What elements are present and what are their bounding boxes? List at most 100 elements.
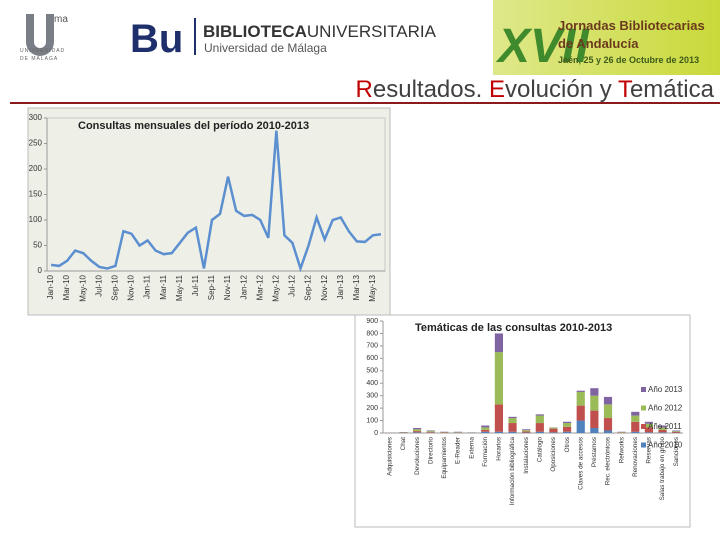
x-tick-label: Claves de accesos: [577, 437, 584, 490]
bu-logo: Bu: [130, 17, 183, 61]
bar-segment: [604, 431, 612, 433]
y-tick-label: 100: [29, 215, 43, 224]
bar-segment: [481, 432, 489, 433]
bar-segment: [631, 432, 639, 433]
bar-segment: [672, 431, 680, 432]
x-tick-label: Equipamientos: [441, 437, 448, 479]
bar-segment: [577, 391, 585, 392]
bar-segment: [495, 404, 503, 431]
legend-label: Año 2013: [648, 385, 683, 394]
bar-segment: [508, 417, 516, 418]
x-tick-label: Adquisiciones: [386, 437, 393, 476]
bar-segment: [427, 431, 435, 432]
x-tick-label: May-11: [175, 274, 184, 301]
x-tick-label: Directorio: [427, 437, 434, 464]
logo-university: DE MÁLAGA: [20, 55, 58, 62]
y-tick-label: 300: [366, 393, 378, 400]
y-tick-label: 600: [366, 355, 378, 362]
title-text: emática: [630, 76, 715, 103]
bar-segment: [427, 432, 435, 433]
bar-segment: [590, 396, 598, 411]
x-tick-label: Formación: [482, 437, 489, 467]
bar-segment: [536, 414, 544, 415]
logo-university: UNIVERSIDAD: [20, 48, 65, 54]
bar-segment: [604, 397, 612, 404]
y-tick-label: 800: [366, 330, 378, 337]
x-tick-label: Jan-12: [239, 274, 248, 299]
x-tick-label: Información bibliográfica: [509, 437, 516, 506]
x-tick-label: Rec. electrónicos: [605, 437, 612, 485]
event-title: Jornadas Bibliotecarias: [558, 18, 705, 33]
chart-title: Temáticas de las consultas 2010-2013: [415, 322, 612, 334]
bar-segment: [549, 428, 557, 429]
x-tick-label: Jan-11: [143, 274, 152, 298]
legend-swatch: [641, 424, 646, 429]
bar-segment: [672, 432, 680, 433]
library-light: UNIVERSITARIA: [307, 22, 437, 41]
x-tick-label: Nov-12: [320, 274, 329, 300]
title-initial: E: [489, 76, 505, 103]
x-tick-label: May-10: [78, 274, 87, 301]
bar-segment: [522, 431, 530, 432]
bar-segment: [645, 432, 653, 433]
legend-label: Año 2012: [648, 404, 683, 413]
x-tick-label: Catálogo: [536, 437, 543, 463]
bar-segment: [495, 333, 503, 352]
bar-segment: [631, 412, 639, 416]
legend-swatch: [641, 387, 646, 392]
y-tick-label: 100: [366, 417, 378, 424]
title-initial: R: [356, 76, 373, 103]
bar-segment: [577, 421, 585, 433]
y-tick-label: 50: [33, 241, 42, 250]
bar-segment: [549, 429, 557, 433]
bar-segment: [577, 406, 585, 421]
plot-area: [47, 118, 385, 271]
x-tick-label: Jan-13: [336, 274, 345, 299]
event-date: Jaén, 25 y 26 de Octubre de 2013: [558, 55, 699, 65]
x-tick-label: Jul-10: [94, 274, 103, 296]
bar-segment: [508, 418, 516, 423]
x-tick-label: Oposiciones: [550, 437, 557, 472]
library-bold: BIBLIOTECA: [203, 22, 307, 41]
legend-label: Año 2010: [648, 441, 683, 450]
bar-segment: [522, 429, 530, 430]
x-tick-label: Jan-10: [46, 274, 55, 299]
x-tick-label: Horarios: [496, 437, 503, 461]
bar-segment: [658, 432, 666, 433]
bar-segment: [563, 427, 571, 432]
bar-segment: [563, 432, 571, 433]
bar-segment: [413, 429, 421, 431]
x-tick-label: May-12: [271, 274, 280, 301]
legend-swatch: [641, 443, 646, 448]
y-tick-label: 150: [29, 190, 43, 199]
library-subtitle: Universidad de Málaga: [204, 41, 327, 55]
legend-swatch: [641, 406, 646, 411]
x-tick-label: Sep-12: [304, 274, 313, 300]
x-tick-label: Jul-12: [288, 274, 297, 296]
x-tick-label: Mar-11: [159, 274, 168, 299]
bar-segment: [413, 432, 421, 433]
bar-segment: [577, 392, 585, 406]
x-tick-label: Instalaciones: [523, 437, 530, 474]
y-tick-label: 400: [366, 380, 378, 387]
x-tick-label: May-13: [368, 274, 377, 301]
x-tick-label: Jul-11: [191, 274, 200, 296]
bar-segment: [495, 352, 503, 404]
bar-segment: [631, 416, 639, 422]
x-tick-label: Sep-11: [207, 274, 216, 300]
bar-segment: [481, 430, 489, 432]
x-tick-label: Nov-10: [127, 274, 136, 300]
y-tick-label: 700: [366, 343, 378, 350]
bar-segment: [508, 423, 516, 432]
y-tick-label: 0: [38, 266, 43, 275]
chart-frame: [355, 315, 690, 527]
x-tick-label: Mar-12: [255, 274, 264, 300]
logo-ma: ma: [54, 14, 68, 25]
bar-segment: [549, 432, 557, 433]
slide-title: Resultados. Evolución y Temática: [356, 76, 715, 103]
bar-segment: [481, 427, 489, 429]
title-text: esultados.: [373, 76, 489, 103]
x-tick-label: Renovaciones: [632, 437, 639, 477]
title-text: volución y: [505, 76, 618, 103]
